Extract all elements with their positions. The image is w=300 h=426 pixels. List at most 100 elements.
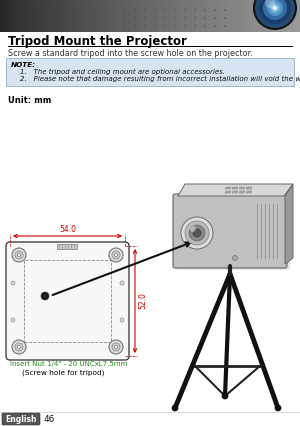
Bar — [130, 0, 131, 32]
Bar — [132, 0, 133, 32]
Circle shape — [190, 226, 196, 232]
Bar — [192, 0, 193, 32]
Bar — [20, 0, 22, 32]
Bar — [202, 0, 203, 32]
Circle shape — [17, 345, 20, 348]
Bar — [119, 0, 120, 32]
Bar — [232, 0, 233, 32]
Bar — [245, 0, 246, 32]
Bar — [167, 0, 168, 32]
Bar — [191, 0, 192, 32]
Bar — [289, 0, 290, 32]
Circle shape — [204, 17, 206, 19]
Circle shape — [272, 6, 278, 11]
Bar — [205, 0, 206, 32]
Circle shape — [12, 248, 26, 262]
Bar — [238, 0, 239, 32]
Circle shape — [263, 0, 287, 20]
Bar — [152, 0, 154, 32]
Circle shape — [181, 217, 213, 249]
Bar — [200, 0, 202, 32]
Bar — [168, 0, 169, 32]
Circle shape — [224, 25, 226, 27]
Bar — [10, 0, 11, 32]
Bar — [71, 0, 72, 32]
Bar — [184, 0, 185, 32]
Bar — [198, 0, 199, 32]
Bar — [172, 0, 173, 32]
Bar — [196, 0, 197, 32]
Circle shape — [34, 25, 36, 27]
Bar — [52, 0, 53, 32]
Bar — [126, 0, 127, 32]
Bar — [275, 0, 276, 32]
FancyBboxPatch shape — [176, 196, 290, 270]
Bar — [12, 0, 13, 32]
FancyBboxPatch shape — [6, 58, 294, 86]
Bar — [278, 0, 280, 32]
Circle shape — [84, 9, 86, 11]
Circle shape — [134, 9, 136, 11]
FancyBboxPatch shape — [173, 194, 287, 268]
Bar — [40, 0, 41, 32]
Bar — [288, 0, 289, 32]
Circle shape — [109, 340, 123, 354]
Circle shape — [224, 9, 226, 11]
Bar — [89, 0, 90, 32]
Bar — [254, 0, 256, 32]
Bar — [164, 0, 166, 32]
Bar — [178, 0, 179, 32]
Bar — [176, 0, 178, 32]
Circle shape — [154, 25, 156, 27]
Circle shape — [124, 17, 126, 19]
Circle shape — [94, 9, 96, 11]
Bar — [259, 0, 260, 32]
Bar — [252, 0, 253, 32]
Text: Tripod Mount the Projector: Tripod Mount the Projector — [8, 35, 187, 48]
Bar — [61, 0, 62, 32]
Bar — [151, 0, 152, 32]
Circle shape — [54, 9, 56, 11]
Circle shape — [174, 9, 176, 11]
Circle shape — [44, 9, 46, 11]
Bar — [197, 0, 198, 32]
Text: 54.0: 54.0 — [59, 225, 76, 234]
Bar — [95, 0, 96, 32]
Circle shape — [64, 9, 66, 11]
Bar — [50, 0, 52, 32]
Bar — [16, 0, 17, 32]
Bar — [226, 0, 227, 32]
Circle shape — [41, 292, 49, 300]
Bar — [44, 0, 46, 32]
Bar — [73, 0, 74, 32]
Bar — [170, 0, 172, 32]
Bar — [203, 0, 204, 32]
Bar — [108, 0, 109, 32]
Bar — [46, 0, 47, 32]
Bar — [158, 0, 160, 32]
Bar — [295, 0, 296, 32]
Bar — [228, 0, 229, 32]
Circle shape — [104, 25, 106, 27]
Bar — [79, 0, 80, 32]
Circle shape — [144, 9, 146, 11]
FancyBboxPatch shape — [6, 242, 129, 360]
Circle shape — [255, 0, 295, 28]
Bar — [56, 0, 58, 32]
Bar — [84, 0, 85, 32]
Bar — [222, 0, 223, 32]
Bar — [224, 0, 226, 32]
Text: Unit: mm: Unit: mm — [8, 96, 51, 105]
Text: English: English — [5, 414, 37, 423]
Bar — [240, 0, 241, 32]
Bar — [82, 0, 83, 32]
Bar — [216, 0, 217, 32]
Bar — [246, 0, 247, 32]
Bar — [19, 0, 20, 32]
Bar — [36, 0, 37, 32]
Bar — [179, 0, 180, 32]
Bar — [133, 0, 134, 32]
Bar — [294, 0, 295, 32]
Circle shape — [44, 25, 46, 27]
Circle shape — [74, 25, 76, 27]
